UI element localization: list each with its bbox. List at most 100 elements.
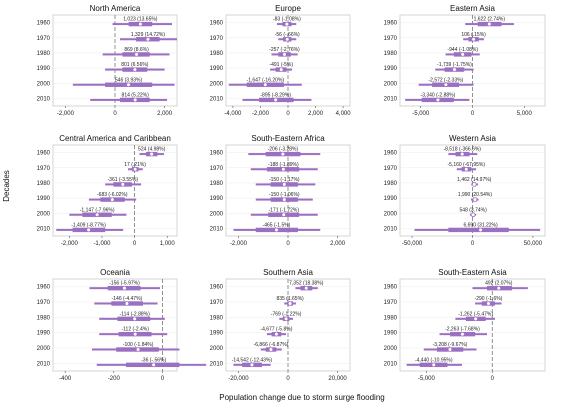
data-label: -361 (-3.55%) [108,177,139,183]
point-estimate [280,152,285,157]
point-estimate [473,316,478,321]
plot-frame [52,144,178,237]
point-estimate [132,67,137,72]
point-estimate [134,52,139,57]
y-tick-label: 1980 [37,315,51,321]
y-tick-label: 1970 [210,300,224,306]
y-tick-label: 1970 [210,36,224,42]
data-label: 1,329 (14.72%) [131,32,166,38]
point-estimate [282,197,287,202]
plot-frame [52,278,178,372]
point-estimate [274,227,279,232]
data-label: -100 (-1.84%) [123,342,154,348]
data-label: -6,866 (-6.87%) [254,342,289,348]
y-tick-label: 1990 [210,66,224,72]
x-tick-label: -1,000 [93,241,111,247]
x-tick-label: -5,000 [418,376,436,382]
panel-title: Oceania [100,268,130,277]
y-tick-label: 2000 [210,81,224,87]
data-label: 6,690 (31.22%) [463,222,498,228]
data-label: -150 (-1.17%) [269,177,300,183]
data-label: 1,023 (13.65%) [123,17,158,23]
point-estimate [122,286,127,291]
data-label: -944 (-1.08%) [447,47,478,53]
point-estimate [282,52,287,57]
data-label: -156 (-5.97%) [109,281,140,287]
point-estimate [460,332,465,337]
data-label: -150 (-1.06%) [269,192,300,198]
y-tick-label: 1960 [210,21,224,27]
plot-frame [399,278,546,372]
point-estimate [136,347,141,352]
point-estimate [471,37,476,42]
y-tick-label: 2010 [384,361,398,367]
x-tick-label: 1,000 [160,241,176,247]
data-label: -3,208 (-9.67%) [433,342,468,348]
point-estimate [281,167,286,172]
x-tick-label: 0 [161,376,165,382]
y-tick-label: 1960 [210,285,224,291]
data-label: -491 (-5%) [269,62,293,68]
point-estimate [478,227,483,232]
data-label: 801 (6.56%) [121,62,149,68]
x-tick-label: -5,000 [412,111,430,117]
point-estimate [431,362,436,367]
panel-title: South-Eastern Asia [438,268,507,277]
y-tick-label: 1970 [384,36,398,42]
point-estimate [281,212,286,217]
x-tick-label: -50,000 [402,241,423,247]
data-label: 524 (4.98%) [138,147,166,153]
data-label: -257 (-2.76%) [269,47,300,53]
point-estimate [151,362,156,367]
data-label: 869 (8.6%) [124,47,149,53]
data-label: 1,622 (2.74%) [474,17,506,23]
point-estimate [145,37,151,42]
y-tick-label: 1970 [384,300,398,306]
data-label: -5,160 (-67.95%) [447,162,485,168]
y-tick-label: 1980 [210,51,224,57]
data-label: -56 (-.66%) [275,32,300,38]
data-label: -4,440 (-10.95%) [415,357,453,363]
panel: North America 1960 1970 1980 1990 2000 2010 1,0… [37,4,178,117]
y-axis-title: Decades [2,170,11,202]
point-estimate [120,182,125,187]
point-estimate [435,97,440,102]
y-tick-label: 2000 [210,211,224,217]
y-tick-label: 2000 [210,346,224,352]
panel: Eastern Asia 1960 1970 1980 1990 2000 2010 1,62… [384,4,546,117]
data-label: -1,147 (-7.96%) [80,207,115,213]
data-label: 546 (3.93%) [115,77,143,83]
data-label: 1,462 (14.97%) [457,177,492,183]
data-label: -769 (-1.22%) [271,311,302,317]
y-tick-label: 1990 [384,66,398,72]
y-tick-label: 1990 [37,196,51,202]
x-tick-label: 0 [471,111,475,117]
data-label: -2,572 (-2.33%) [428,77,463,83]
x-tick-label: -400 [59,376,72,382]
panel: Western Asia 1960 1970 1980 1990 2000 2010 -8,5… [384,134,546,247]
data-label: -1,262 (-5.47%) [458,311,493,317]
data-label: -8,518 (-366.6%) [443,147,481,153]
point-estimate [304,286,309,291]
panel: Europe 1960 1970 1980 1990 2000 2010 -83 (-1.08… [210,4,352,117]
point-estimate [273,97,278,102]
y-tick-label: 1960 [37,151,51,157]
y-tick-label: 1990 [37,66,51,72]
x-axis-title: Population change due to storm surge flo… [219,393,384,402]
x-tick-label: 20,000 [328,376,347,382]
y-tick-label: 2010 [37,96,51,102]
x-tick-label: 2,000 [330,241,346,247]
y-tick-label: 1960 [37,285,51,291]
panel-title: Eastern Asia [450,4,495,13]
y-tick-label: 1990 [210,331,224,337]
point-estimate [110,197,115,202]
point-estimate [460,52,465,57]
data-label: -14,542 (-12.43%) [232,357,273,363]
x-tick-label: -2,000 [57,111,75,117]
y-tick-label: 1970 [37,166,51,172]
x-tick-label: 2,000 [157,111,173,117]
panel-title: North America [90,4,141,13]
point-estimate [472,182,477,187]
point-estimate [149,152,154,157]
data-label: -683 (-6.02%) [97,192,128,198]
